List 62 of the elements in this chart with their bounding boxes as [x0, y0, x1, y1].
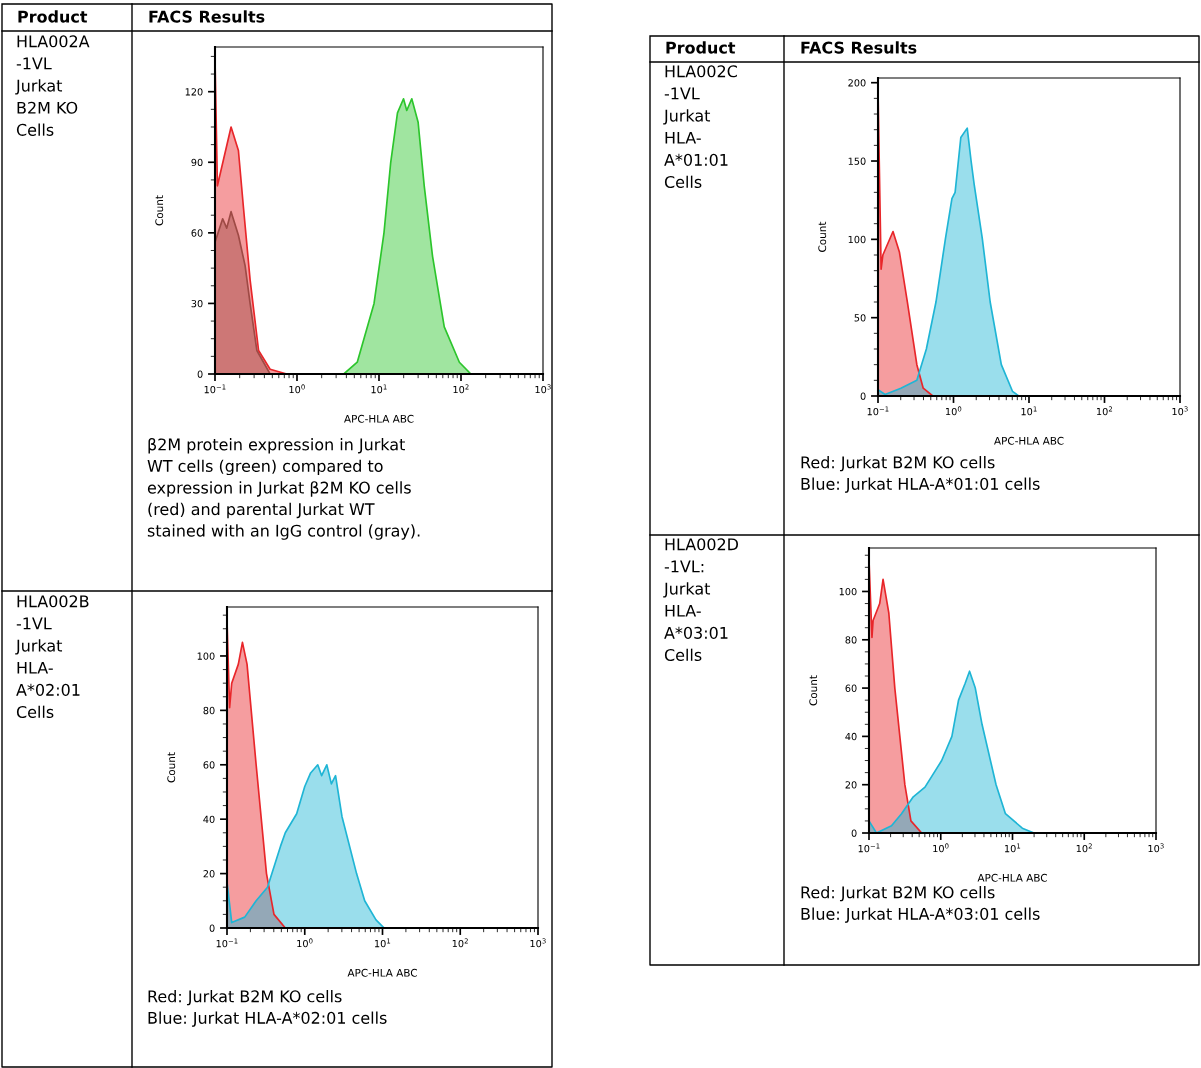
x-tick-label: 10$^{3}$: [530, 938, 546, 948]
x-tick-label: 10$^{−1}$: [858, 843, 880, 853]
y-tick-label: 40: [203, 815, 215, 824]
text: HLA002C -1VL Jurkat HLA- A*01:01 Cells: [663, 65, 737, 189]
text: HLA002D -1VL: Jurkat HLA- A*03:01 Cells: [663, 538, 739, 662]
text: HLA002B -1VL Jurkat HLA- A*02:01 Cells: [15, 595, 89, 719]
text: Red: Jurkat B2M KO cells Blue: Jurkat HLA-A*03:01 cells: [801, 886, 1040, 923]
y-tick-label: 80: [845, 636, 857, 644]
x-tick-label: 10$^{0}$: [289, 384, 305, 394]
y-tick-label: 0: [197, 370, 203, 378]
y-tick-label: 20: [203, 870, 215, 878]
y-tick-label: 100: [197, 652, 215, 660]
x-tick-label: 10$^{1}$: [371, 384, 387, 394]
x-tick-label: 10$^{2}$: [453, 384, 469, 394]
y-tick-label: 60: [191, 229, 203, 237]
text: Red: Jurkat B2M KO cells Blue: Jurkat HLA-A*01:01 cells: [801, 456, 1040, 493]
x-axis-title: APC-HLA ABC: [977, 873, 1047, 882]
x-tick-label: 10$^{−1}$: [204, 384, 226, 394]
y-tick-label: 20: [845, 781, 857, 789]
y-tick-label: 30: [191, 299, 203, 308]
x-tick-label: 10$^{1}$: [375, 938, 391, 948]
x-tick-label: 10$^{2}$: [1097, 406, 1113, 416]
x-tick-label: 10$^{3}$: [1148, 843, 1164, 853]
text: HLA002A -1VL Jurkat B2M KO Cells: [15, 35, 90, 136]
text: Product: [18, 10, 88, 23]
text: FACS Results: [149, 10, 265, 23]
y-tick-label: 60: [203, 761, 215, 769]
x-tick-label: 10$^{2}$: [1076, 843, 1092, 853]
y-tick-label: 50: [854, 314, 866, 322]
x-tick-label: 10$^{0}$: [297, 938, 313, 948]
y-tick-label: 80: [203, 706, 215, 715]
y-axis-title: Count: [809, 675, 818, 706]
x-tick-label: 10$^{−1}$: [216, 938, 238, 948]
text: Product: [666, 41, 736, 54]
x-tick-label: 10$^{0}$: [933, 843, 949, 853]
text: β2M protein expression in Jurkat WT cells (green) compared to expression in Jurkat β2M KO cells (red) and parental Jurkat WT stained with an IgG control (gray).: [147, 438, 420, 540]
text: FACS Results: [801, 41, 917, 54]
y-axis-title: Count: [818, 221, 827, 252]
y-tick-label: 40: [845, 732, 857, 741]
x-tick-label: 10$^{0}$: [946, 406, 962, 416]
x-axis-title: APC-HLA ABC: [347, 968, 417, 977]
y-tick-label: 0: [851, 829, 857, 837]
x-tick-label: 10$^{1}$: [1021, 406, 1037, 416]
y-tick-label: 120: [185, 88, 203, 96]
x-axis-title: APC-HLA ABC: [344, 414, 414, 423]
y-tick-label: 150: [848, 157, 866, 165]
y-tick-label: 60: [845, 684, 857, 692]
y-axis-title: Count: [167, 752, 176, 783]
y-tick-label: 100: [848, 235, 866, 244]
y-tick-label: 90: [191, 158, 203, 167]
y-tick-label: 100: [839, 587, 857, 596]
x-tick-label: 10$^{2}$: [452, 938, 468, 948]
x-tick-label: 10$^{1}$: [1005, 843, 1021, 853]
y-tick-label: 200: [848, 79, 866, 87]
x-tick-label: 10$^{3}$: [535, 384, 551, 394]
y-tick-label: 0: [860, 392, 866, 400]
y-tick-label: 0: [209, 924, 215, 932]
x-tick-label: 10$^{3}$: [1172, 406, 1188, 416]
text: Red: Jurkat B2M KO cells Blue: Jurkat HLA-A*02:01 cells: [148, 990, 387, 1027]
y-axis-title: Count: [155, 195, 164, 226]
x-tick-label: 10$^{−1}$: [867, 406, 889, 416]
x-axis-title: APC-HLA ABC: [994, 436, 1064, 445]
